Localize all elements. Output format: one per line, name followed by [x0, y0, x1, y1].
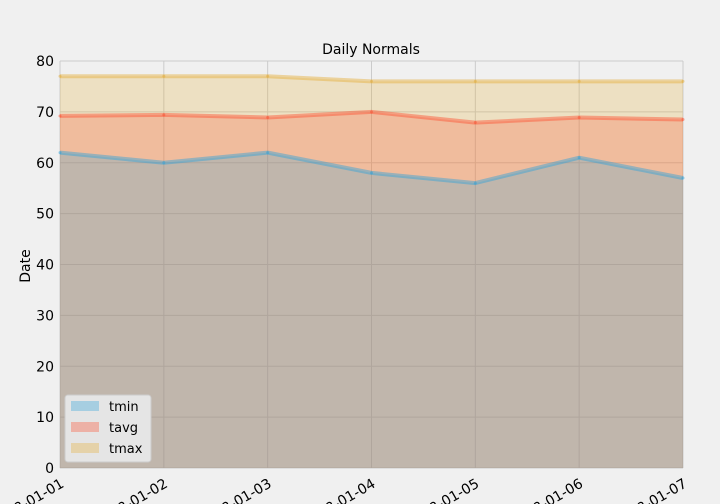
area-tmax: [60, 76, 683, 469]
point-tmax-3: [370, 79, 373, 83]
series-areas: [58, 74, 685, 469]
legend-swatch-tavg: [71, 422, 99, 432]
point-tmax-2: [266, 74, 270, 78]
chart-title: Daily Normals: [322, 42, 420, 58]
point-tmin-5: [577, 156, 581, 160]
area-tmin: [60, 152, 683, 468]
legend-swatch-tmin: [71, 401, 99, 411]
y-tick-label-1: 10: [36, 410, 54, 426]
point-tmax-6: [681, 79, 685, 83]
y-tick-label-6: 60: [36, 156, 54, 172]
point-tmax-0: [58, 74, 62, 78]
legend-box: [64, 394, 152, 463]
y-tick-label-0: 0: [45, 461, 54, 477]
point-tavg-4: [473, 121, 477, 125]
legend-label-tmin: tmin: [109, 400, 139, 415]
y-tick-label-5: 50: [36, 207, 54, 223]
point-tavg-5: [577, 115, 581, 119]
y-tick-label-8: 80: [36, 54, 54, 70]
y-tick-label-7: 70: [36, 105, 54, 121]
point-tmin-1: [162, 161, 166, 165]
legend-swatch-tmax: [71, 443, 99, 453]
legend-label-tavg: tavg: [109, 421, 138, 436]
area-tavg: [60, 111, 683, 469]
point-tmin-3: [370, 171, 373, 175]
y-tick-label-2: 20: [36, 359, 54, 375]
legend: tmin tavg tmax: [64, 394, 152, 463]
point-tmin-4: [473, 181, 477, 185]
point-tavg-2: [266, 115, 270, 119]
point-tmin-6: [681, 176, 685, 180]
point-tmin-2: [266, 151, 270, 155]
point-tavg-6: [681, 118, 685, 122]
point-tmax-4: [473, 79, 477, 83]
legend-label-tmax: tmax: [109, 442, 143, 457]
y-tick-label-3: 30: [36, 308, 54, 324]
point-tavg-3: [370, 110, 373, 114]
y-tick-labels: 0 10 20 30 40 50 60 70 80: [36, 54, 54, 477]
point-tavg-1: [162, 113, 166, 117]
point-tmax-1: [162, 74, 166, 78]
y-axis-label: Date: [18, 249, 34, 282]
y-tick-label-4: 40: [36, 258, 54, 274]
point-tavg-0: [58, 114, 62, 118]
point-tmin-0: [58, 151, 62, 155]
point-tmax-5: [577, 79, 581, 83]
